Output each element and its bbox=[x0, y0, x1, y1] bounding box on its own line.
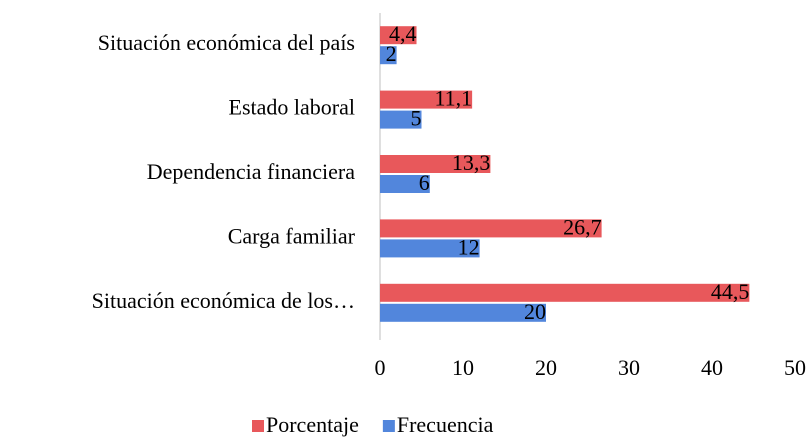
data-label: 12 bbox=[458, 234, 480, 259]
legend-label: Porcentaje bbox=[266, 412, 359, 437]
bar bbox=[380, 283, 750, 302]
x-tick-label: 50 bbox=[784, 355, 806, 380]
bar bbox=[380, 239, 480, 258]
x-tick-label: 0 bbox=[375, 355, 386, 380]
legend-swatch bbox=[252, 420, 264, 432]
category-label: Estado laboral bbox=[229, 95, 355, 120]
bar bbox=[380, 219, 602, 238]
data-label: 20 bbox=[524, 299, 546, 324]
x-tick-label: 30 bbox=[618, 355, 640, 380]
bar bbox=[380, 110, 422, 129]
data-label: 4,4 bbox=[389, 21, 417, 46]
legend-label: Frecuencia bbox=[397, 412, 494, 437]
x-tick-label: 40 bbox=[701, 355, 723, 380]
category-label: Situación económica del país bbox=[98, 30, 355, 55]
data-label: 6 bbox=[419, 170, 430, 195]
data-label: 5 bbox=[411, 106, 422, 131]
category-label: Dependencia financiera bbox=[147, 159, 355, 184]
bar bbox=[380, 303, 546, 322]
data-label: 13,3 bbox=[452, 150, 491, 175]
x-tick-label: 10 bbox=[452, 355, 474, 380]
legend-swatch bbox=[382, 420, 395, 432]
bar bbox=[380, 175, 430, 193]
data-label: 26,7 bbox=[563, 214, 602, 239]
bar bbox=[380, 26, 417, 45]
bar bbox=[380, 46, 397, 65]
bar bbox=[380, 90, 473, 109]
bar bbox=[380, 155, 491, 173]
category-label: Situación económica de los… bbox=[92, 288, 355, 313]
category-label: Carga familiar bbox=[228, 223, 356, 248]
x-tick-label: 20 bbox=[535, 355, 557, 380]
data-label: 2 bbox=[386, 41, 397, 66]
data-label: 44,5 bbox=[711, 279, 750, 304]
data-label: 11,1 bbox=[434, 86, 472, 111]
